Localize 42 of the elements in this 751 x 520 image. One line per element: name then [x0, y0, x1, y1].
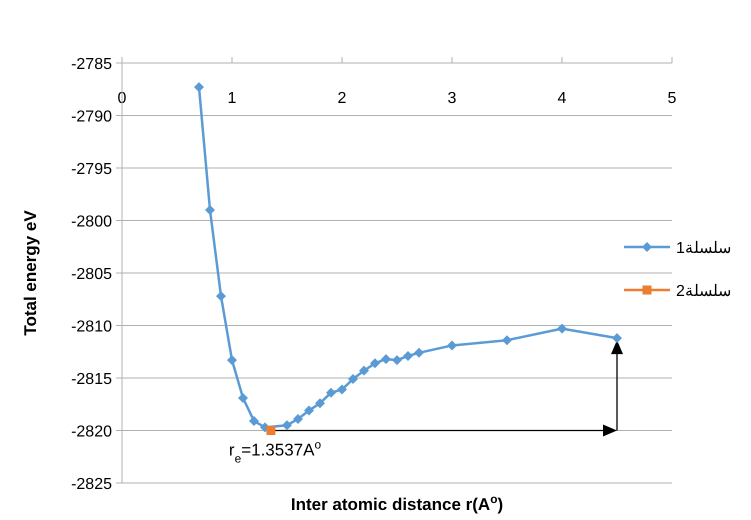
x-tick-label: 4	[558, 90, 567, 107]
point	[392, 355, 402, 366]
point	[315, 398, 325, 408]
point	[326, 388, 336, 398]
point	[227, 355, 237, 366]
point	[238, 392, 248, 403]
legend-label: سلسلة1	[676, 240, 731, 257]
x-tick-label: 3	[448, 90, 457, 107]
y-tick-label: -2785	[71, 56, 112, 73]
y-tick-label: -2810	[71, 318, 112, 336]
annotation: r$_{e}$=1.3537A$^{o}$	[228, 438, 322, 466]
y-tick-label: -2805	[71, 266, 112, 283]
point	[216, 291, 226, 302]
point	[557, 324, 567, 334]
point	[304, 406, 314, 416]
point	[205, 205, 215, 215]
point	[381, 354, 391, 364]
x-tick-label: 5	[668, 90, 677, 107]
point	[359, 366, 369, 376]
point	[612, 333, 622, 344]
point	[502, 335, 512, 346]
y-axis-title: Total energy eV	[21, 210, 40, 336]
y-tick-label: -2815	[71, 371, 112, 388]
point	[414, 348, 424, 358]
point	[293, 414, 303, 424]
x-axis-title: Inter atomic distance r(A$^{o}$)	[290, 492, 504, 514]
y-tick-label: -2800	[71, 214, 112, 230]
y-tick-label: -2825	[71, 476, 112, 493]
point	[337, 384, 347, 395]
point	[348, 374, 358, 384]
x-tick-label: 2	[338, 90, 347, 107]
point	[403, 350, 413, 361]
x-tick-label: 1	[228, 90, 237, 107]
point	[194, 82, 204, 92]
point	[249, 416, 259, 426]
legend-label: سلسلة2	[676, 283, 731, 300]
point	[447, 340, 457, 350]
point	[370, 358, 380, 368]
y-tick-label: -2790	[71, 108, 112, 126]
y-tick-label: -2820	[71, 424, 112, 440]
point	[282, 420, 292, 430]
y-tick-label: -2795	[71, 161, 112, 178]
